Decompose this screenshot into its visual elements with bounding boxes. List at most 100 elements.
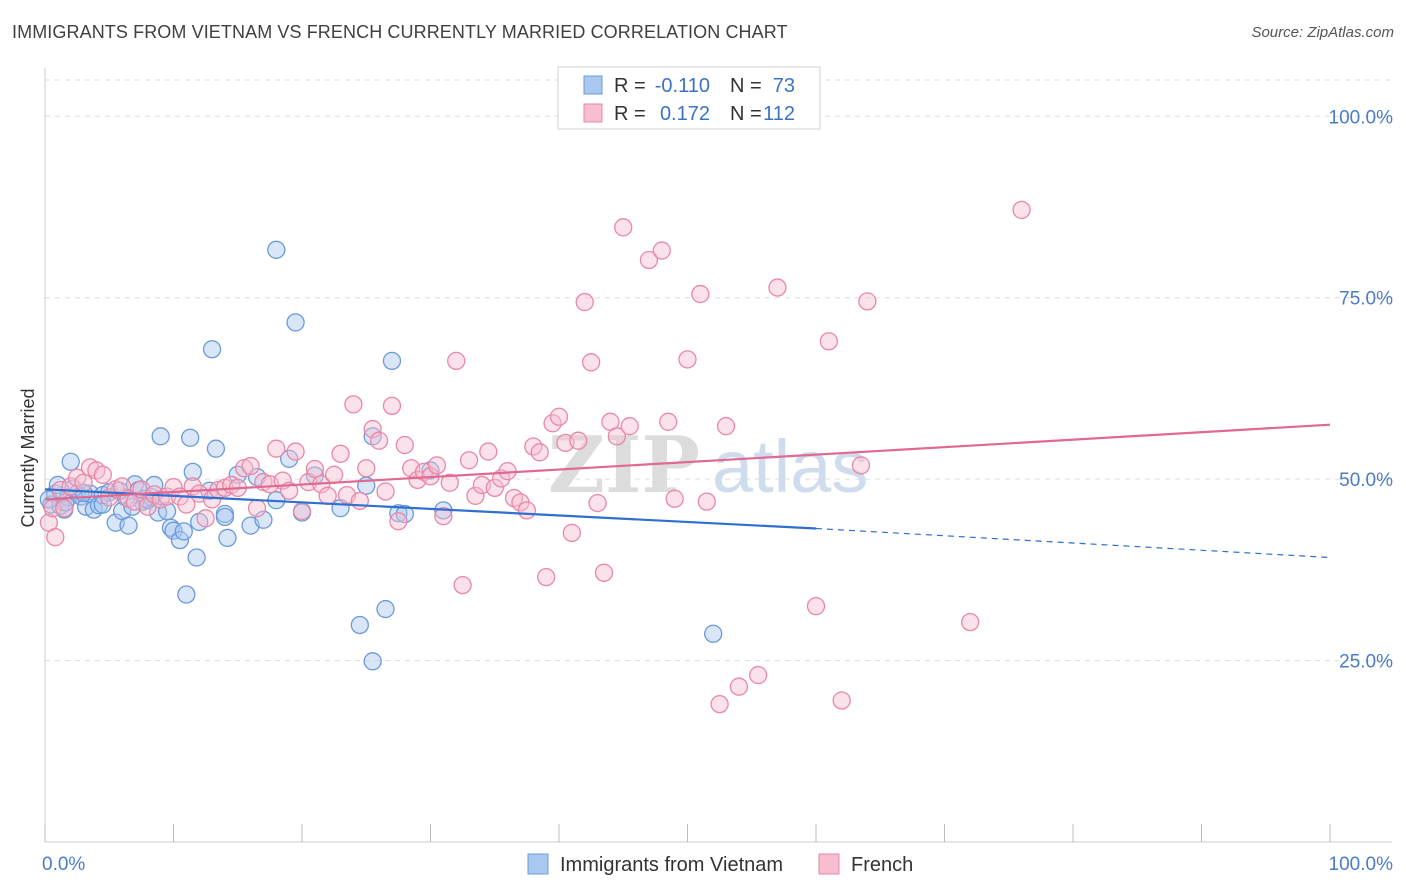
data-point: [357, 459, 376, 478]
data-point: [716, 417, 736, 436]
gridlines: [45, 79, 1392, 662]
data-point: [575, 292, 594, 312]
data-point: [181, 428, 200, 447]
data-point: [659, 412, 678, 431]
data-point: [170, 530, 190, 550]
legend-r-value-vietnam: -0.110: [655, 75, 710, 97]
data-point: [241, 456, 260, 476]
data-point: [292, 501, 312, 521]
data-point: [196, 509, 215, 528]
data-point: [286, 442, 305, 461]
data-point: [395, 504, 414, 524]
data-point: [267, 439, 286, 458]
data-point: [376, 482, 395, 501]
data-point: [202, 490, 222, 509]
data-point: [749, 665, 768, 685]
data-point: [607, 427, 626, 446]
data-point: [247, 499, 267, 518]
data-point: [466, 486, 485, 505]
data-point: [961, 612, 980, 632]
data-point: [61, 452, 80, 471]
data-point: [537, 567, 556, 587]
data-point: [639, 250, 659, 270]
data-point: [427, 456, 447, 475]
legend-r-label-french: R =: [614, 103, 646, 125]
data-point: [389, 512, 408, 531]
data-point: [832, 691, 851, 710]
data-point: [74, 473, 93, 492]
data-point: [858, 292, 877, 311]
data-point: [697, 492, 716, 511]
legend-n-value-vietnam: 73: [773, 75, 795, 97]
data-point: [93, 465, 112, 484]
data-point: [363, 419, 382, 439]
data-point: [46, 528, 65, 547]
bottom-legend: Immigrants from Vietnam French: [527, 853, 913, 876]
data-point: [517, 501, 537, 520]
data-point: [119, 516, 138, 535]
data-point: [254, 510, 273, 529]
legend-n-value-french: 112: [763, 103, 795, 125]
x-tick-labels: 0.0% 100.0%: [42, 854, 1393, 875]
axes: [44, 68, 1392, 843]
data-point: [382, 351, 402, 371]
data-point: [187, 548, 206, 567]
data-point: [324, 465, 344, 484]
data-point: [1012, 200, 1031, 220]
data-point: [665, 489, 684, 508]
data-point: [215, 507, 235, 527]
data-point: [267, 240, 286, 259]
data-point: [218, 528, 237, 548]
data-point: [440, 473, 459, 492]
data-point: [459, 451, 479, 470]
x-tick-label: 0.0%: [42, 854, 85, 875]
data-point: [691, 284, 710, 304]
data-point: [562, 523, 581, 542]
data-point: [678, 350, 697, 369]
data-point: [151, 427, 170, 446]
data-point: [620, 417, 639, 436]
data-point: [479, 442, 498, 461]
data-point: [729, 677, 749, 696]
legend-swatch-vietnam: [583, 75, 603, 95]
data-point: [768, 278, 787, 297]
legend-swatch-french: [583, 103, 603, 123]
data-point: [228, 465, 247, 484]
data-point: [581, 353, 601, 372]
data-point: [279, 449, 299, 468]
data-point: [174, 522, 193, 541]
data-point: [588, 493, 607, 513]
data-point: [286, 313, 305, 332]
data-point: [851, 456, 871, 475]
legend-r-value-french: 0.172: [660, 103, 710, 125]
data-point: [183, 462, 202, 482]
data-point: [594, 563, 614, 582]
trend-line: [44, 488, 817, 530]
data-point: [350, 615, 369, 635]
legend-n-label-french: N =: [730, 103, 762, 125]
chart-source: Source: ZipAtlas.com: [1251, 24, 1394, 41]
chart-title: IMMIGRANTS FROM VIETNAM VS FRENCH CURREN…: [12, 22, 788, 42]
data-point: [206, 439, 226, 458]
data-point: [819, 332, 838, 351]
data-point: [447, 351, 466, 371]
data-point: [434, 507, 453, 526]
data-point: [369, 431, 389, 450]
trend-line-extension: [815, 527, 1331, 559]
bottom-legend-swatch-french: [818, 853, 840, 875]
data-point: [652, 241, 671, 260]
data-point: [710, 694, 729, 714]
data-point: [453, 575, 472, 595]
trend-lines: [44, 423, 1331, 559]
data-point: [376, 599, 395, 619]
y-tick-labels: 25.0% 50.0% 75.0% 100.0%: [1329, 107, 1394, 672]
bottom-legend-swatch-vietnam: [527, 853, 549, 875]
data-point: [363, 652, 382, 671]
y-tick-label: 25.0%: [1339, 652, 1393, 673]
data-point: [177, 585, 196, 604]
x-tick-label: 100.0%: [1329, 854, 1394, 875]
data-point: [806, 596, 826, 616]
y-tick-label: 100.0%: [1329, 107, 1394, 128]
bottom-legend-label-vietnam: Immigrants from Vietnam: [560, 854, 783, 876]
